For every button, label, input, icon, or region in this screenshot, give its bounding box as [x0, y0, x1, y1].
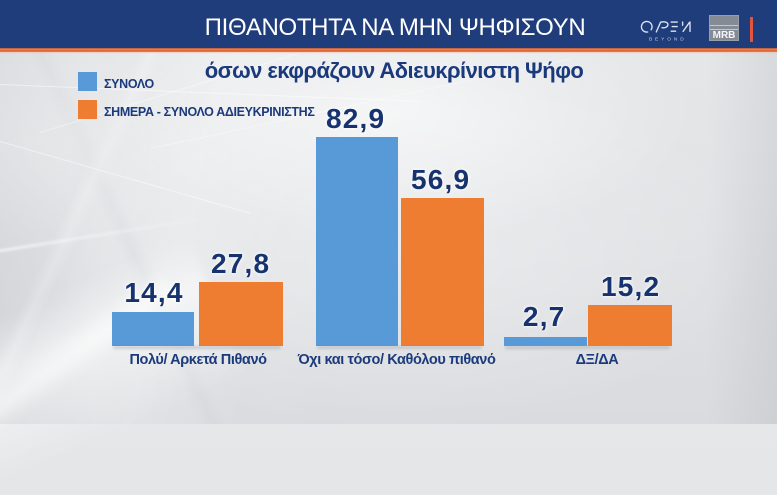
svg-text:BEYOND: BEYOND	[649, 37, 687, 43]
